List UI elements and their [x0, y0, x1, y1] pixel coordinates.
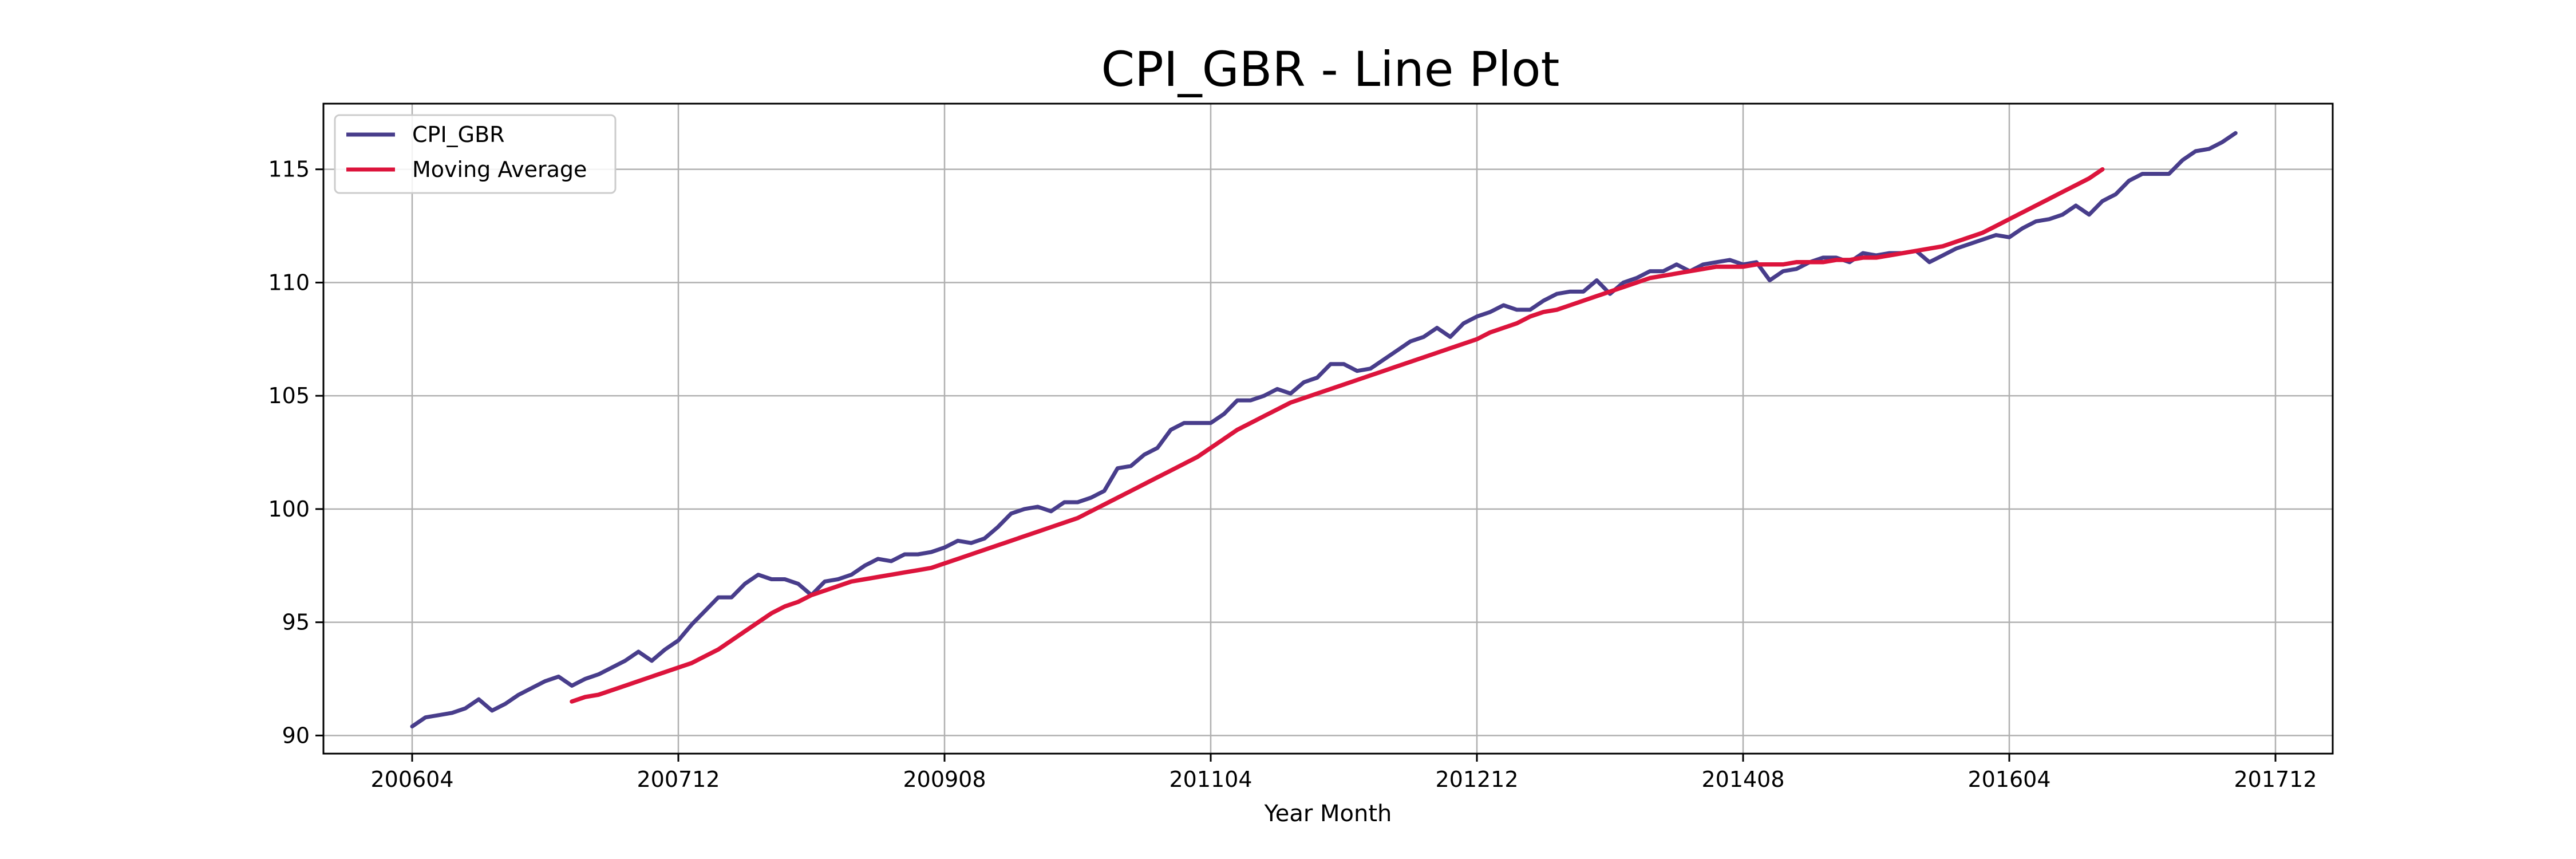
x-tick-label: 201712: [2234, 767, 2317, 792]
y-tick-label: 105: [268, 383, 310, 408]
x-tick-label: 201212: [1435, 767, 1518, 792]
series-line-moving-average: [570, 167, 2105, 704]
x-axis-ticks: 200604 200712 200908 201104 201212 201408 2016…: [370, 754, 2317, 792]
legend-label-moving-average: Moving Average: [412, 157, 587, 182]
y-tick-label: 100: [268, 497, 310, 522]
plot-frame: [322, 103, 2334, 755]
x-axis-title: Year Month: [1264, 801, 1392, 827]
chart-title: CPI_GBR - Line Plot: [1101, 41, 1560, 97]
y-tick-label: 90: [282, 723, 310, 748]
grid-lines: [323, 104, 2333, 754]
x-tick-label: 201408: [1701, 767, 1784, 792]
y-tick-label: 115: [268, 157, 310, 182]
x-tick-label: 200604: [370, 767, 453, 792]
x-tick-label: 201104: [1169, 767, 1252, 792]
x-tick-label: 200712: [637, 767, 720, 792]
legend-box: [334, 114, 617, 194]
series-lines: [410, 131, 2238, 728]
legend: CPI_GBR Moving Average: [334, 114, 617, 194]
x-tick-label: 200908: [903, 767, 986, 792]
y-tick-label: 95: [282, 610, 310, 635]
y-axis-ticks: 90 95 100 105 110 115: [268, 157, 323, 748]
legend-label-cpi: CPI_GBR: [412, 122, 505, 147]
x-tick-label: 201604: [1967, 767, 2050, 792]
y-tick-label: 110: [268, 270, 310, 295]
series-line-cpi: [410, 131, 2238, 728]
